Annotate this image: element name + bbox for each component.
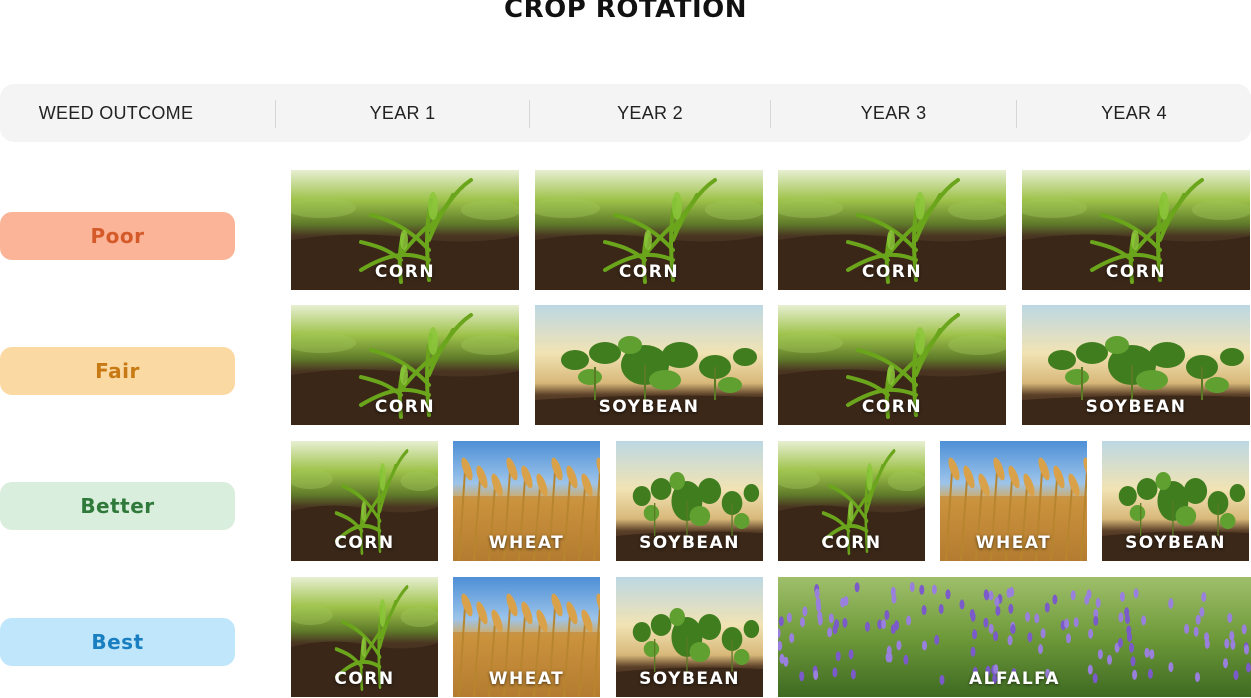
crop-tile-soybean: SOYBEAN (1102, 441, 1249, 561)
crop-label: CORN (374, 262, 436, 282)
page-title: CROP ROTATION (503, 0, 748, 24)
corn-seedling-photo (535, 170, 763, 290)
crop-tile-corn: CORN (291, 577, 438, 697)
crop-label: CORN (861, 397, 923, 417)
corn-seedling-photo (778, 441, 925, 561)
crop-tile-alfalfa: ALFALFA (778, 577, 1251, 697)
outcome-pill-best: Best (0, 618, 235, 666)
crop-tile-corn: CORN (291, 170, 519, 290)
crop-label: CORN (334, 533, 395, 553)
soybean-plant-photo (1022, 305, 1250, 425)
crop-tile-soybean: SOYBEAN (1022, 305, 1250, 425)
crop-label: SOYBEAN (598, 397, 700, 417)
corn-seedling-photo (1022, 170, 1250, 290)
corn-seedling-photo (291, 305, 519, 425)
crop-label: CORN (374, 397, 436, 417)
crop-label: ALFALFA (969, 669, 1060, 689)
header-divider (770, 100, 771, 128)
crop-tile-soybean: SOYBEAN (616, 577, 763, 697)
header-divider (1016, 100, 1017, 128)
outcome-pill-better: Better (0, 482, 235, 530)
crop-label: SOYBEAN (1125, 533, 1226, 553)
crop-label: CORN (618, 262, 680, 282)
header-year-1: YEAR 1 (369, 103, 436, 123)
header-year-3: YEAR 3 (860, 103, 927, 123)
corn-seedling-photo (291, 577, 438, 697)
crop-tile-wheat: WHEAT (453, 441, 600, 561)
crop-label: SOYBEAN (639, 669, 740, 689)
crop-label: CORN (861, 262, 923, 282)
outcome-pill-fair: Fair (0, 347, 235, 395)
crop-tile-wheat: WHEAT (940, 441, 1087, 561)
corn-seedling-photo (291, 170, 519, 290)
crop-tile-soybean: SOYBEAN (616, 441, 763, 561)
crop-label: WHEAT (488, 669, 565, 689)
soybean-plant-photo (1102, 441, 1249, 561)
wheat-field-photo (940, 441, 1087, 561)
crop-tile-corn: CORN (535, 170, 763, 290)
alfalfa-flowers-photo (778, 577, 1251, 697)
crop-tile-corn: CORN (778, 305, 1006, 425)
table-header: WEED OUTCOME YEAR 1 YEAR 2 YEAR 3 YEAR 4 (0, 84, 1251, 142)
soybean-plant-photo (616, 577, 763, 697)
header-divider (529, 100, 530, 128)
soybean-plant-photo (616, 441, 763, 561)
crop-tile-corn: CORN (291, 305, 519, 425)
header-year-2: YEAR 2 (617, 103, 683, 123)
crop-tile-soybean: SOYBEAN (535, 305, 763, 425)
header-weed-outcome: WEED OUTCOME (38, 103, 194, 123)
crop-tile-corn: CORN (778, 170, 1006, 290)
crop-tile-corn: CORN (291, 441, 438, 561)
outcome-pill-poor: Poor (0, 212, 235, 260)
crop-label: WHEAT (488, 533, 565, 553)
corn-seedling-photo (778, 170, 1006, 290)
corn-seedling-photo (291, 441, 438, 561)
crop-label: SOYBEAN (639, 533, 740, 553)
crop-tile-wheat: WHEAT (453, 577, 600, 697)
crop-label: WHEAT (975, 533, 1052, 553)
header-divider (275, 100, 276, 128)
crop-label: SOYBEAN (1085, 397, 1187, 417)
crop-label: CORN (1105, 262, 1167, 282)
crop-tile-corn: CORN (778, 441, 925, 561)
corn-seedling-photo (778, 305, 1006, 425)
wheat-field-photo (453, 577, 600, 697)
wheat-field-photo (453, 441, 600, 561)
crop-label: CORN (334, 669, 395, 689)
soybean-plant-photo (535, 305, 763, 425)
header-year-4: YEAR 4 (1101, 103, 1167, 123)
crop-label: CORN (821, 533, 882, 553)
crop-tile-corn: CORN (1022, 170, 1250, 290)
